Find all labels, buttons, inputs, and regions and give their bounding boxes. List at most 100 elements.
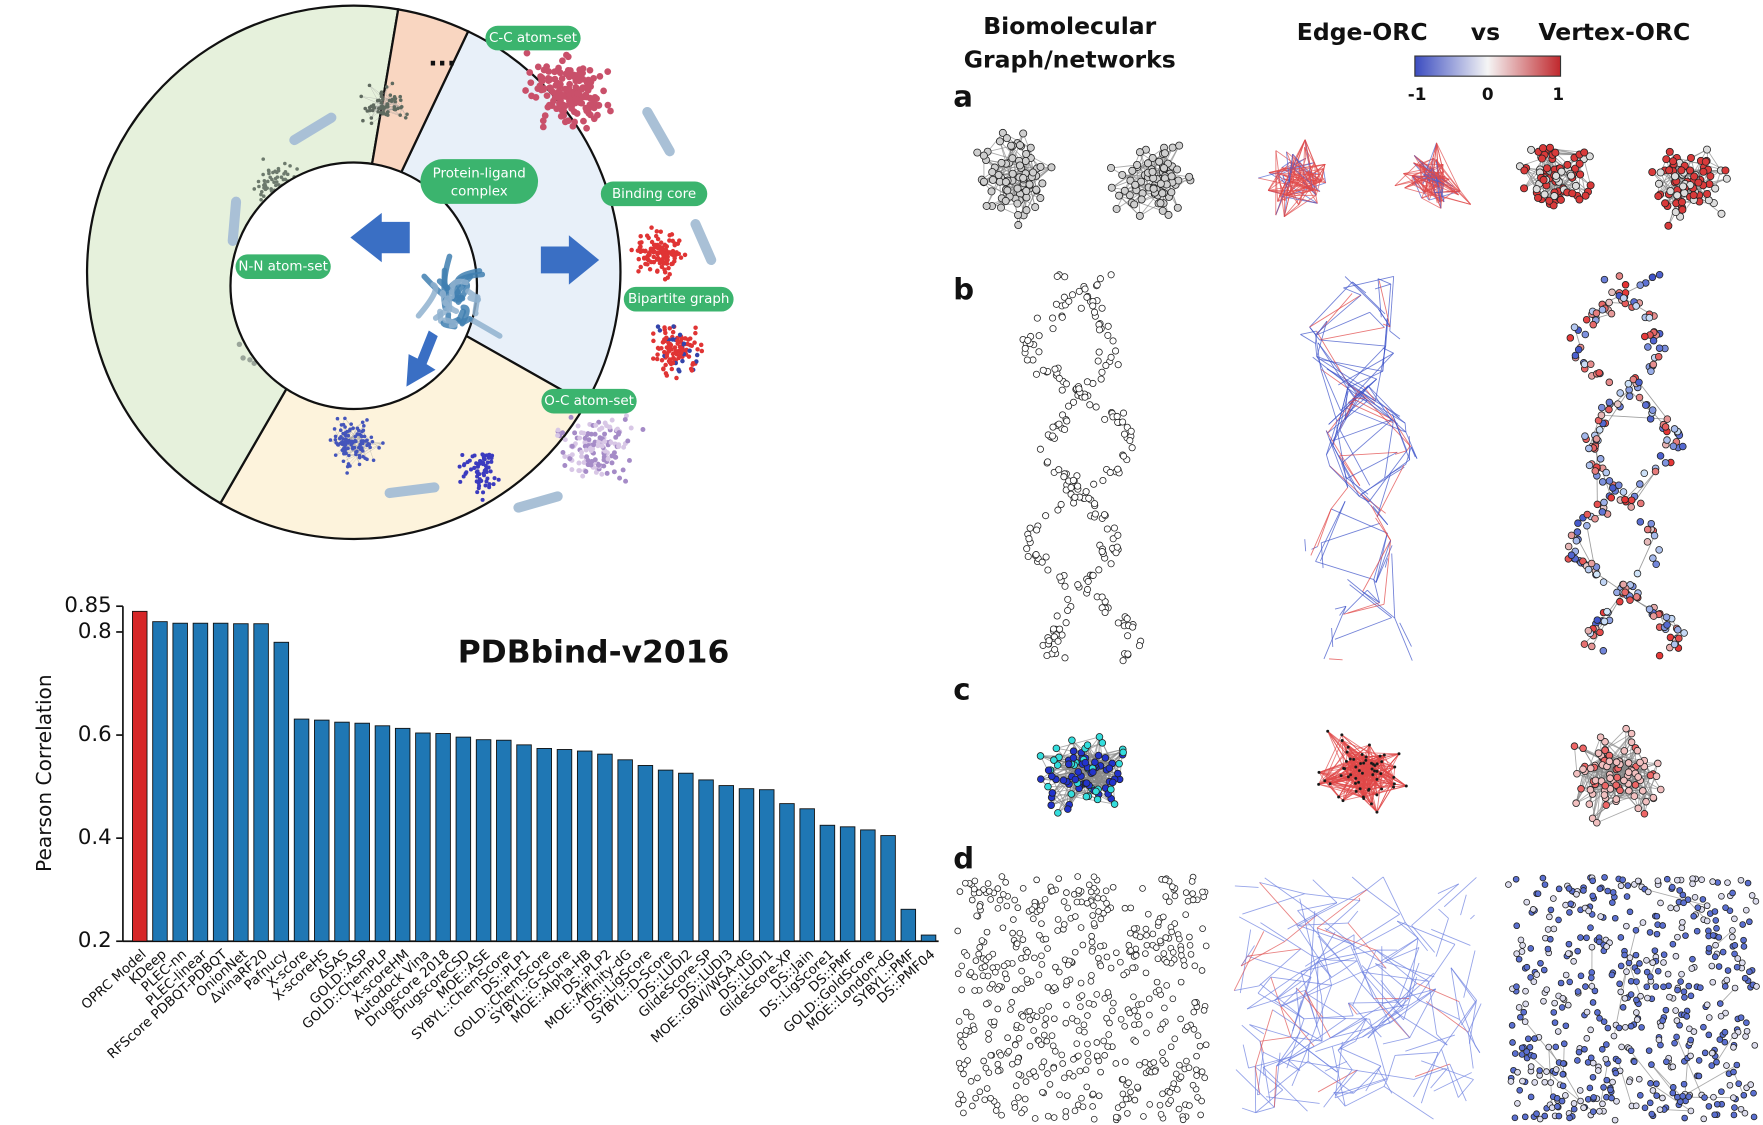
network-node <box>1073 1017 1081 1025</box>
atom <box>360 441 365 446</box>
network-node <box>1093 281 1101 289</box>
flow-arrow <box>642 107 675 157</box>
network-node <box>969 1102 976 1110</box>
atom <box>534 85 542 93</box>
atom <box>561 102 569 110</box>
atom <box>562 463 568 468</box>
panel-letter: b <box>953 272 974 306</box>
network-node <box>1637 499 1645 508</box>
network-node <box>1035 348 1043 356</box>
network-node <box>1062 1108 1070 1115</box>
network-node <box>1067 790 1076 798</box>
network-edge <box>1320 369 1338 422</box>
network-node <box>1109 1007 1116 1015</box>
network-node <box>1132 1038 1139 1045</box>
network-node <box>1358 787 1362 791</box>
network-node <box>1349 773 1353 777</box>
network-node <box>1177 1015 1184 1023</box>
network-node <box>1131 1007 1138 1014</box>
network-node <box>1063 889 1070 896</box>
network-node <box>1597 411 1606 419</box>
network-node <box>1580 360 1589 369</box>
atom <box>461 474 466 479</box>
network-node <box>1138 1000 1146 1008</box>
edge <box>373 104 401 116</box>
atom <box>661 252 666 258</box>
network-node <box>1117 1015 1125 1023</box>
network-node <box>1090 920 1098 927</box>
network-node <box>1648 168 1657 177</box>
network-node <box>1035 971 1043 979</box>
atom <box>670 351 676 357</box>
atom <box>360 446 364 450</box>
network-node <box>1083 741 1092 749</box>
bar <box>293 718 310 942</box>
network-node <box>1132 952 1140 959</box>
atom <box>361 428 366 433</box>
network-node <box>1135 211 1144 220</box>
network-node <box>1173 1086 1181 1093</box>
atom <box>677 344 683 350</box>
network-node <box>1156 1101 1164 1109</box>
network-node <box>1104 1043 1111 1050</box>
atom <box>675 241 681 246</box>
atom <box>579 65 587 73</box>
network-node <box>1038 902 1046 909</box>
network-node <box>1612 758 1621 766</box>
atom <box>467 458 472 463</box>
pill-label: C-C atom-set <box>489 31 577 46</box>
network-node <box>1061 1074 1068 1082</box>
network-node <box>1654 352 1663 361</box>
network-node <box>1189 896 1197 904</box>
network-node <box>1122 1095 1130 1103</box>
atom <box>252 187 257 191</box>
network-node <box>1026 143 1035 152</box>
network-node <box>1100 511 1109 519</box>
atom <box>523 49 531 57</box>
network-node <box>1616 597 1624 606</box>
network-node <box>1586 764 1595 773</box>
network-node <box>1552 171 1561 180</box>
colorbar <box>1414 55 1562 77</box>
atom <box>574 76 582 84</box>
network-node <box>1621 588 1629 597</box>
atom <box>288 164 292 168</box>
network-node <box>1579 765 1587 773</box>
network-node <box>1095 733 1104 741</box>
network-node <box>1040 1058 1048 1065</box>
network-node <box>1056 573 1064 581</box>
network-node <box>963 952 971 959</box>
network-node <box>1631 781 1640 789</box>
network-node <box>1594 749 1603 757</box>
network-node <box>1135 148 1144 157</box>
network-node <box>1038 961 1046 968</box>
network-node <box>997 158 1006 167</box>
network-node <box>989 980 996 988</box>
network-node <box>1375 793 1379 797</box>
bar <box>415 732 431 942</box>
atom <box>596 419 602 425</box>
atom <box>608 440 614 445</box>
atom <box>590 74 597 82</box>
network-node <box>956 888 964 895</box>
network-node <box>1598 508 1607 516</box>
atom <box>604 101 612 109</box>
network-node <box>1571 181 1580 190</box>
label-pill: O-C atom-set <box>541 388 637 414</box>
network-node <box>1044 458 1052 466</box>
atom <box>692 340 697 345</box>
atom <box>272 180 276 185</box>
atom <box>649 225 654 230</box>
network-node <box>1202 1041 1210 1049</box>
network-node <box>960 1109 967 1117</box>
atom <box>390 81 395 86</box>
atom <box>491 482 496 487</box>
atom <box>470 454 475 459</box>
atom <box>361 454 365 459</box>
network-edge <box>1315 343 1318 357</box>
network-node <box>1025 180 1034 189</box>
network-node <box>1036 162 1045 171</box>
atom <box>590 446 596 452</box>
network-node <box>1058 631 1066 639</box>
network-node <box>1047 163 1056 172</box>
